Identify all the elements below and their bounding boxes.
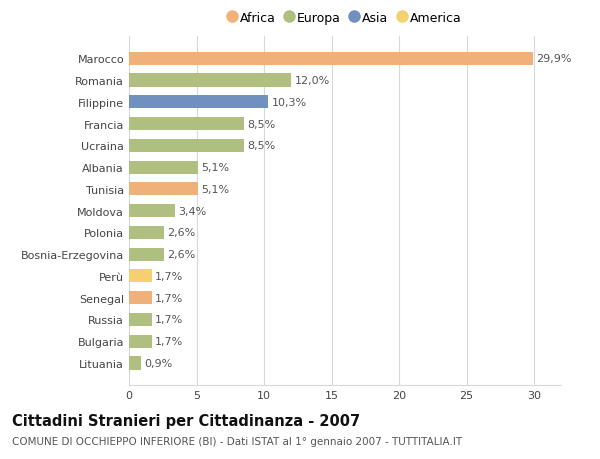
Text: Cittadini Stranieri per Cittadinanza - 2007: Cittadini Stranieri per Cittadinanza - 2…	[12, 413, 360, 428]
Text: 1,7%: 1,7%	[155, 315, 184, 325]
Text: 2,6%: 2,6%	[167, 228, 196, 238]
Text: 8,5%: 8,5%	[247, 141, 275, 151]
Bar	[129, 53, 533, 66]
Text: 12,0%: 12,0%	[295, 76, 329, 86]
Bar	[129, 248, 164, 261]
Bar	[129, 183, 198, 196]
Text: 2,6%: 2,6%	[167, 250, 196, 260]
Text: 29,9%: 29,9%	[536, 54, 572, 64]
Bar	[129, 140, 244, 152]
Bar	[129, 270, 152, 283]
Text: 1,7%: 1,7%	[155, 336, 184, 347]
Text: 0,9%: 0,9%	[145, 358, 173, 368]
Bar	[129, 118, 244, 131]
Bar	[129, 335, 152, 348]
Bar	[129, 357, 141, 369]
Text: 1,7%: 1,7%	[155, 293, 184, 303]
Bar	[129, 313, 152, 326]
Bar	[129, 291, 152, 304]
Bar	[129, 161, 198, 174]
Bar	[129, 96, 268, 109]
Text: 5,1%: 5,1%	[201, 185, 229, 195]
Bar	[129, 74, 291, 87]
Bar	[129, 226, 164, 240]
Text: COMUNE DI OCCHIEPPO INFERIORE (BI) - Dati ISTAT al 1° gennaio 2007 - TUTTITALIA.: COMUNE DI OCCHIEPPO INFERIORE (BI) - Dat…	[12, 436, 462, 446]
Text: 1,7%: 1,7%	[155, 271, 184, 281]
Text: 10,3%: 10,3%	[271, 98, 307, 107]
Text: 5,1%: 5,1%	[201, 162, 229, 173]
Legend: Africa, Europa, Asia, America: Africa, Europa, Asia, America	[226, 9, 464, 27]
Text: 3,4%: 3,4%	[178, 206, 206, 216]
Text: 8,5%: 8,5%	[247, 119, 275, 129]
Bar	[129, 205, 175, 218]
